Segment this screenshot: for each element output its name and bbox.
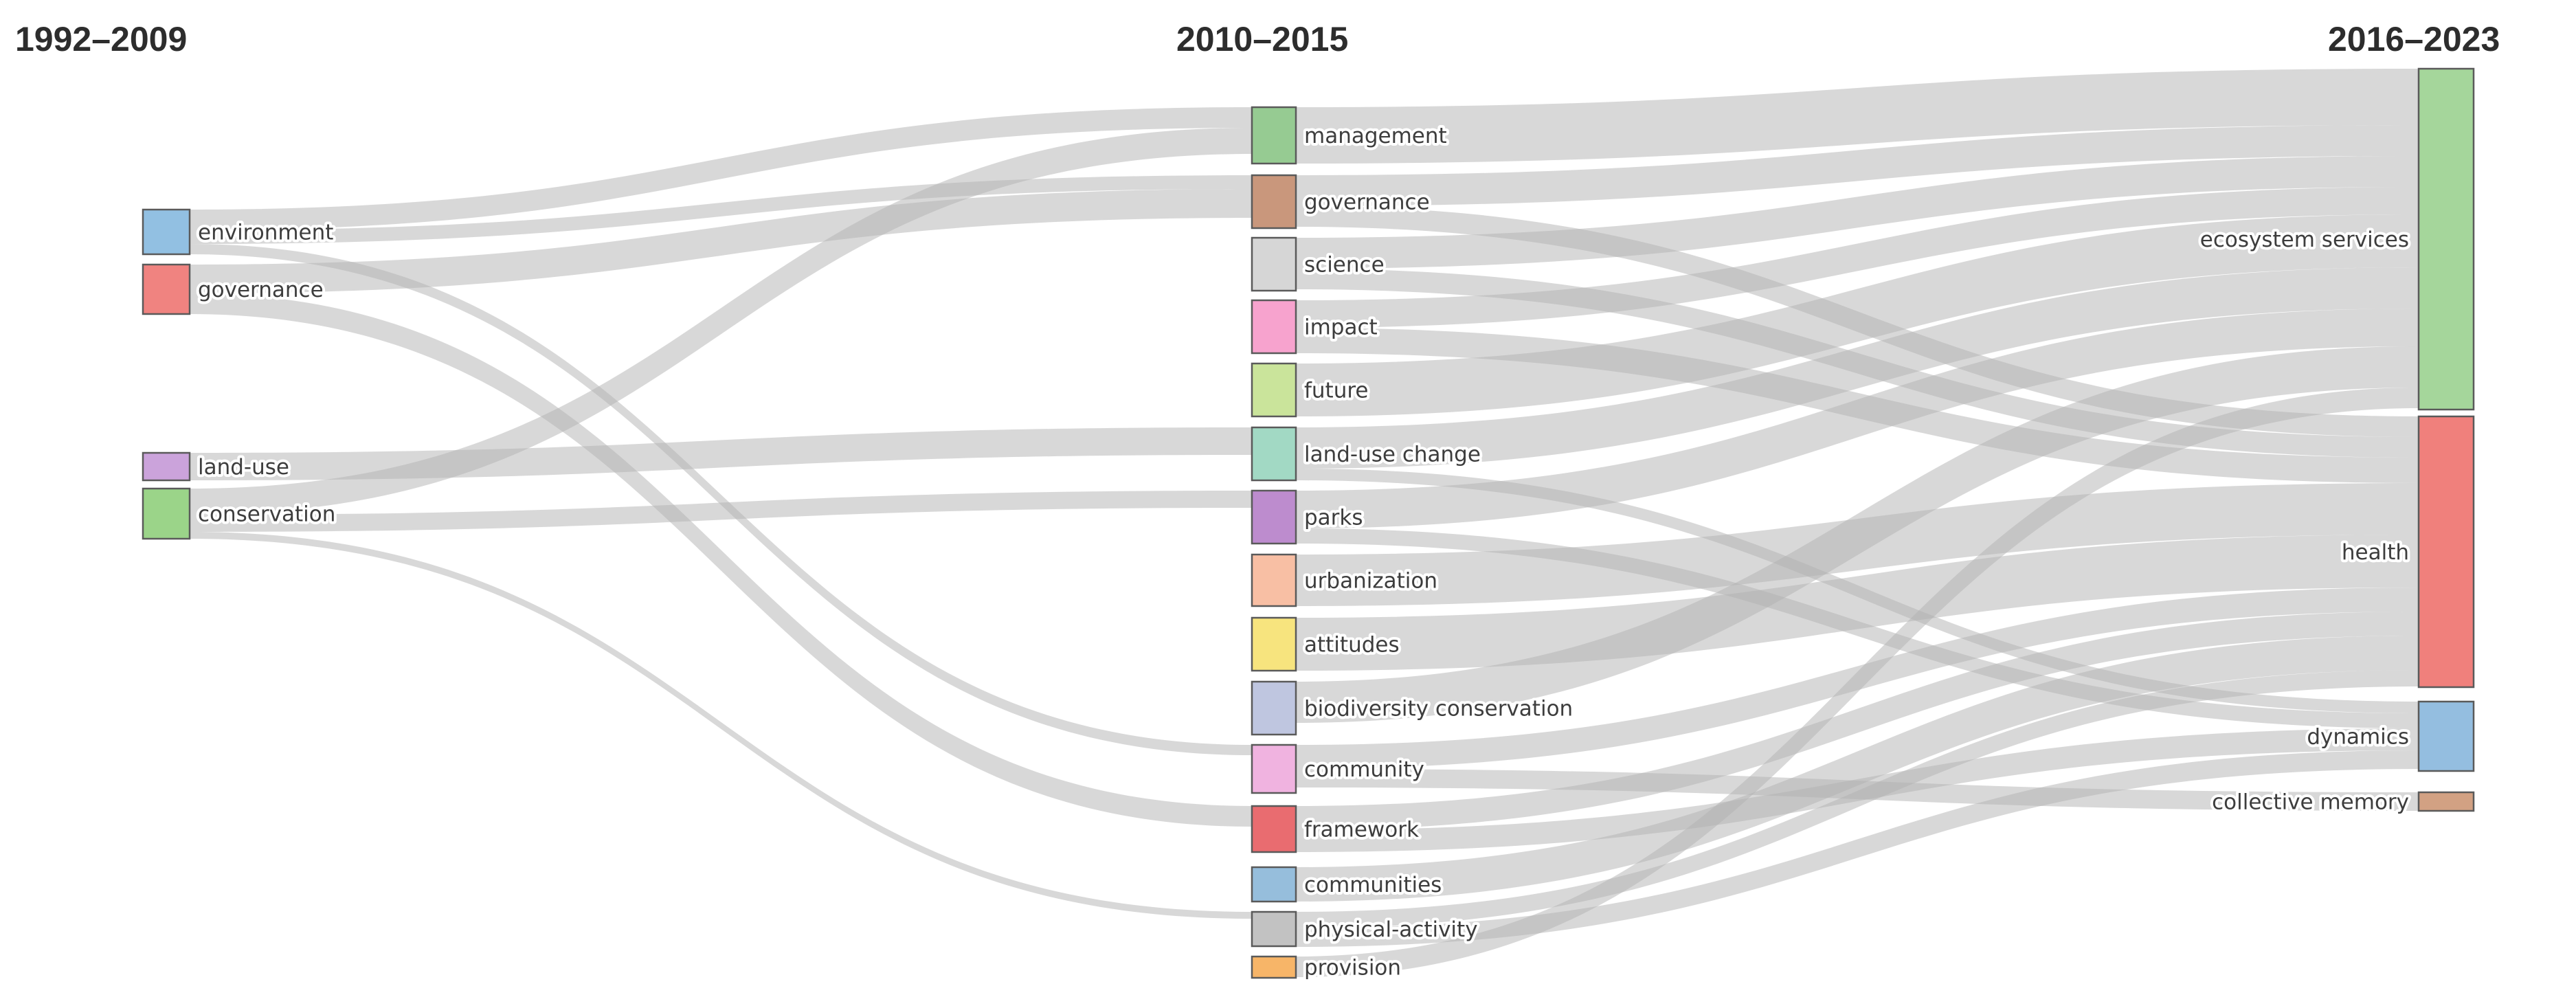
sankey-link-gov-1992-to-frame-2010 xyxy=(190,293,1252,827)
sankey-node-mgmt-2010 xyxy=(1251,106,1297,165)
sankey-link-future-2010-to-eco-2016 xyxy=(1296,214,2419,416)
node-label-health-2016: health xyxy=(2342,540,2409,565)
node-label-impact-2010: impact xyxy=(1304,315,1378,340)
sankey-node-parks-2010 xyxy=(1251,489,1297,545)
column-header-2010-2015: 2010–2015 xyxy=(1176,20,1348,58)
sankey-link-impact-2010-to-eco-2016 xyxy=(1296,187,2419,328)
sankey-link-luc-2010-to-eco-2016 xyxy=(1296,267,2419,469)
node-label-sci-2010: science xyxy=(1304,253,1385,278)
sankey-node-env-1992 xyxy=(142,208,191,256)
sankey-node-luc-2010 xyxy=(1251,426,1297,482)
sankey-node-impact-2010 xyxy=(1251,299,1297,355)
sankey-node-eco-2016 xyxy=(2417,67,2475,411)
sankey-node-dyn-2016 xyxy=(2417,700,2475,772)
sankey-node-biodiv-2010 xyxy=(1251,680,1297,736)
sankey-link-env-1992-to-comm-2010 xyxy=(190,244,1252,755)
sankey-node-cons-1992 xyxy=(142,487,191,540)
sankey-link-cons-1992-to-phys-2010 xyxy=(190,532,1252,919)
sankey-node-gov-2010 xyxy=(1251,174,1297,230)
sankey-node-phys-2010 xyxy=(1251,910,1297,948)
node-label-comm-2010: community xyxy=(1304,757,1424,782)
sankey-link-sci-2010-to-eco-2016 xyxy=(1296,156,2419,269)
sankey-link-prov-2010-to-eco-2016 xyxy=(1296,388,2419,977)
node-label-gov-1992: governance xyxy=(198,278,324,302)
sankey-links-layer xyxy=(190,69,2419,977)
node-label-comms-2010: communities xyxy=(1304,873,1442,897)
sankey-node-comms-2010 xyxy=(1251,866,1297,903)
node-label-landuse-1992: land-use xyxy=(198,455,289,480)
sankey-link-frame-2010-to-health-2016 xyxy=(1296,612,2419,830)
node-label-frame-2010: framework xyxy=(1304,818,1419,842)
column-header-2016-2023: 2016–2023 xyxy=(2328,20,2500,58)
node-label-mgmt-2010: management xyxy=(1304,124,1447,148)
sankey-nodes-layer xyxy=(142,67,2475,979)
sankey-labels-layer: environment governance land-use conservatio… xyxy=(195,121,2412,983)
node-label-dyn-2016: dynamics xyxy=(2307,725,2409,750)
node-label-phys-2010: physical-activity xyxy=(1304,917,1478,942)
sankey-link-landuse-1992-to-luc-2010 xyxy=(190,427,1252,480)
node-label-cm-2016: collective memory xyxy=(2212,790,2409,815)
node-label-cons-1992: conservation xyxy=(198,502,335,527)
sankey-node-frame-2010 xyxy=(1251,805,1297,853)
sankey-link-comms-2010-to-health-2016 xyxy=(1296,636,2419,902)
sankey-link-gov-2010-to-eco-2016 xyxy=(1296,125,2419,206)
sankey-node-health-2016 xyxy=(2417,415,2475,689)
sankey-link-mgmt-2010-to-eco-2016 xyxy=(1296,69,2419,164)
sankey-node-urban-2010 xyxy=(1251,553,1297,607)
node-label-att-2010: attitudes xyxy=(1304,633,1400,658)
sankey-node-sci-2010 xyxy=(1251,236,1297,292)
node-label-future-2010: future xyxy=(1304,379,1369,403)
node-label-urban-2010: urbanization xyxy=(1304,569,1437,594)
node-label-gov-2010: governance xyxy=(1304,190,1430,215)
sankey-link-phys-2010-to-dyn-2016 xyxy=(1296,750,2419,947)
sankey-node-landuse-1992 xyxy=(142,451,191,482)
node-label-prov-2010: provision xyxy=(1304,956,1401,981)
node-label-env-1992: environment xyxy=(198,221,333,245)
node-label-biodiv-2010: biodiversity conservation xyxy=(1304,697,1573,722)
sankey-node-cm-2016 xyxy=(2417,791,2475,812)
node-label-luc-2010: land-use change xyxy=(1304,443,1481,467)
sankey-node-att-2010 xyxy=(1251,616,1297,672)
sankey-link-cons-1992-to-mgmt-2010 xyxy=(190,128,1252,515)
sankey-link-frame-2010-to-dyn-2016 xyxy=(1296,728,2419,852)
sankey-link-env-1992-to-gov-2010 xyxy=(190,175,1252,244)
column-header-1992-2009: 1992–2009 xyxy=(15,20,187,58)
sankey-node-future-2010 xyxy=(1251,362,1297,418)
sankey-link-gov-1992-to-gov-2010 xyxy=(190,189,1252,293)
node-label-parks-2010: parks xyxy=(1304,506,1363,530)
sankey-node-gov-1992 xyxy=(142,263,191,315)
sankey-link-env-1992-to-mgmt-2010 xyxy=(190,107,1252,230)
sankey-link-phys-2010-to-health-2016 xyxy=(1296,670,2419,928)
sankey-link-att-2010-to-health-2016 xyxy=(1296,535,2419,671)
sankey-link-parks-2010-to-eco-2016 xyxy=(1296,309,2419,528)
node-label-eco-2016: ecosystem services xyxy=(2200,227,2409,252)
sankey-link-biodiv-2010-to-eco-2016 xyxy=(1296,346,2419,723)
sankey-link-cons-1992-to-parks-2010 xyxy=(190,491,1252,532)
sankey-node-comm-2010 xyxy=(1251,744,1297,794)
sankey-node-prov-2010 xyxy=(1251,955,1297,979)
